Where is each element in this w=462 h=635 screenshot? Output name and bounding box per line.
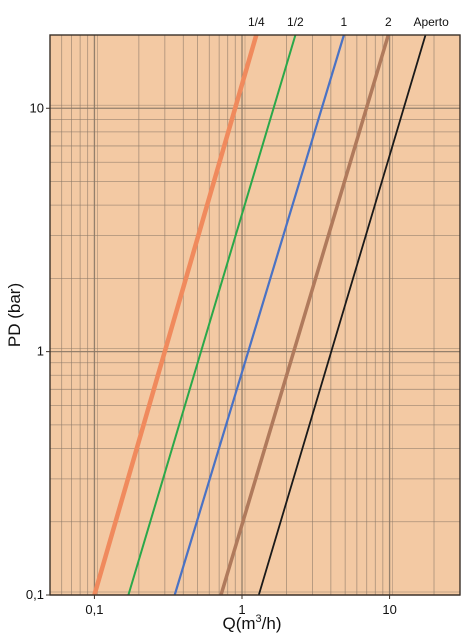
series-label: 1/2 [287,15,304,29]
grid-lines [49,34,461,596]
series-line [257,34,427,596]
series-label: Aperto [413,15,449,29]
y-tick-label: 10 [30,100,44,115]
series-line [92,34,259,596]
series-line [173,34,345,596]
x-tick-label: 1 [238,602,245,617]
x-tick-label: 0,1 [85,602,103,617]
x-axis-label: Q(m3/h) [222,613,281,633]
x-tick-label: 10 [382,602,396,617]
series-label: 1 [341,15,348,29]
y-axis-label: PD (bar) [5,283,24,347]
series-line [127,34,297,596]
series-label: 1/4 [248,15,265,29]
plot-frame [49,34,461,596]
series-lines [92,34,427,596]
x-axis-label-superscript: 3 [256,613,262,625]
series-line [219,34,390,596]
plot-background [50,35,460,595]
series-label: 2 [385,15,392,29]
y-tick-label: 1 [37,344,44,359]
y-tick-label: 0,1 [26,587,44,602]
x-axis-label-main: Q(m [222,614,255,633]
series-labels: 1/4 1/2 1 2 Aperto [248,15,449,29]
axis-ticks: 0,1 1 10 0,1 1 10 [26,100,397,617]
x-axis-label-end: /h) [262,614,282,633]
